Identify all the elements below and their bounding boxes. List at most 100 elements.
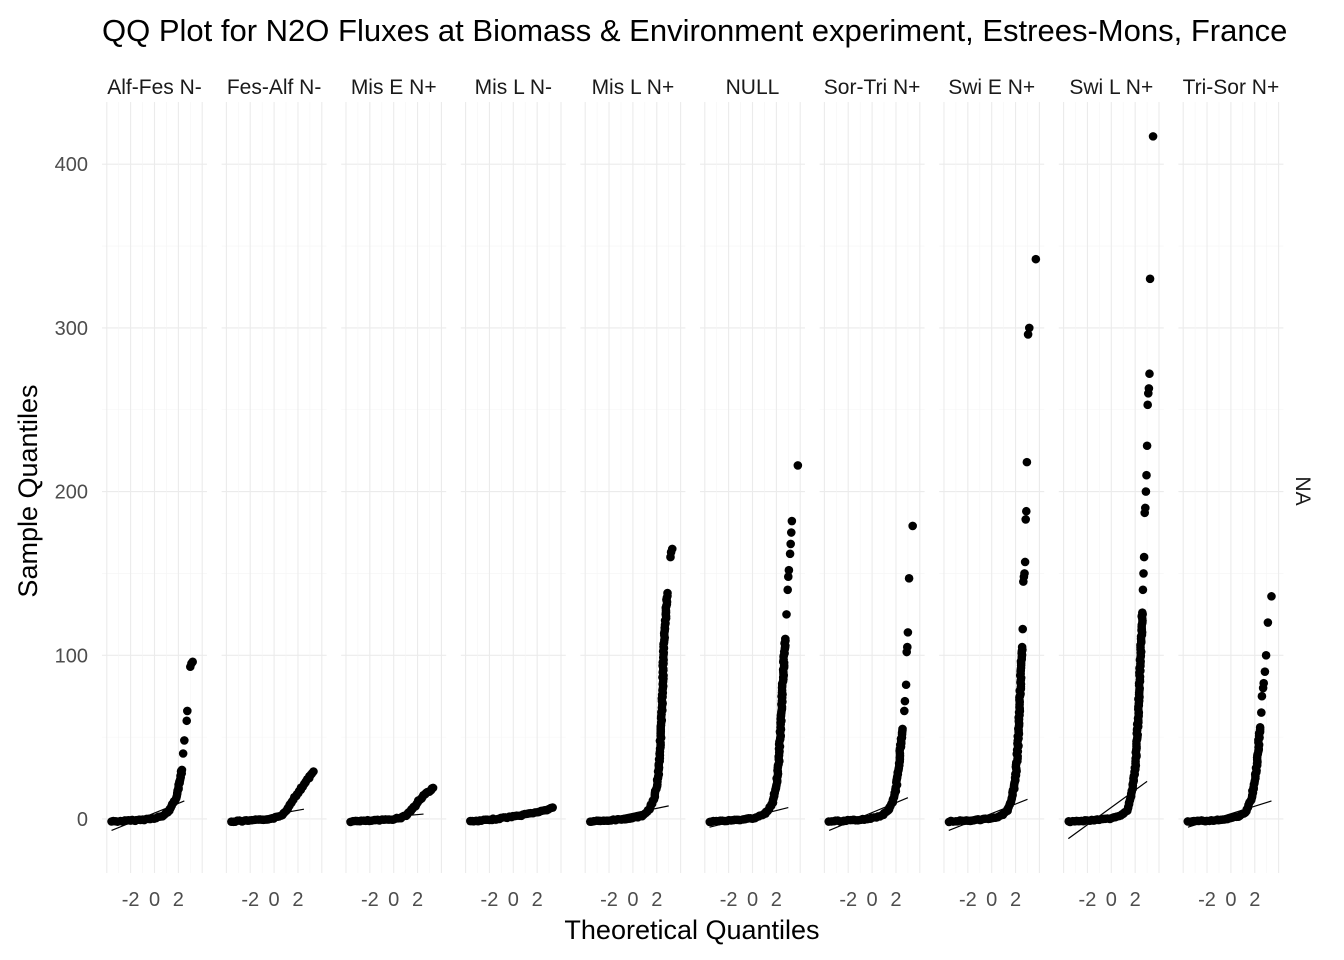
outlier-point [1022, 457, 1032, 467]
data-point [781, 634, 790, 644]
outlier-point [1142, 470, 1151, 480]
x-tick-label: 0 [508, 889, 519, 911]
outlier-point [903, 628, 913, 637]
x-tick-label: 2 [412, 889, 423, 911]
x-tick-label: -2 [481, 889, 499, 911]
outlier-point [1141, 487, 1151, 496]
facet-strip-label: Mis L N+ [592, 76, 675, 99]
outlier-point [1144, 384, 1154, 393]
outlier-point [182, 716, 192, 726]
x-tick-label: 2 [1130, 889, 1141, 911]
outlier-point [188, 657, 197, 667]
facet-strip-label: Sor-Tri N+ [824, 76, 921, 99]
outlier-point [1139, 569, 1148, 578]
x-tick-label: 2 [532, 889, 543, 911]
outlier-point [1018, 624, 1028, 634]
outlier-point [784, 565, 794, 575]
x-tick-label: 0 [627, 889, 638, 911]
y-tick-label: 300 [55, 318, 88, 340]
outlier-point [902, 642, 912, 652]
outlier-point [1024, 323, 1034, 333]
x-tick-label: -2 [1198, 889, 1216, 911]
row-strip-label: NA [1291, 476, 1314, 505]
data-point [898, 724, 907, 734]
outlier-point [1148, 132, 1158, 141]
x-tick-label: 0 [1225, 889, 1236, 911]
facet-panel: Sor-Tri N+ -2 0 2 [819, 76, 925, 911]
outlier-point [793, 461, 803, 470]
x-tick-label: 2 [651, 889, 662, 911]
outlier-point [1021, 515, 1031, 524]
facet-strip-label: Tri-Sor N+ [1183, 76, 1280, 99]
facet-panel: Mis L N+ -2 0 2 [580, 76, 686, 911]
facet-panel: Mis E N+ -2 0 2 [341, 76, 447, 911]
outlier-point [1257, 691, 1267, 701]
outlier-point [900, 696, 910, 706]
x-tick-label: 2 [771, 889, 782, 911]
outlier-point [901, 680, 911, 690]
x-tick-label: 2 [173, 889, 184, 911]
outlier-point [1145, 369, 1154, 379]
y-axis-title: Sample Quantiles [13, 384, 43, 597]
facet-strip-label: Alf-Fes N- [107, 76, 202, 99]
outlier-point [1138, 585, 1148, 595]
outlier-point [1031, 254, 1041, 264]
x-axis-title: Theoretical Quantiles [564, 915, 819, 945]
x-tick-label: -2 [720, 889, 738, 911]
outlier-point [786, 528, 796, 537]
outlier-point [1139, 552, 1149, 562]
facet-strip-label: Fes-Alf N- [227, 76, 322, 99]
outlier-point [783, 572, 793, 582]
y-tick-label: 0 [77, 809, 88, 831]
facet-strip-label: Swi L N+ [1069, 76, 1153, 99]
outlier-point [178, 749, 188, 758]
chart-title: QQ Plot for N2O Fluxes at Biomass & Envi… [102, 13, 1287, 48]
x-tick-label: 0 [269, 889, 280, 911]
outlier-point [783, 585, 792, 595]
outlier-point [1020, 557, 1030, 567]
data-point [548, 803, 557, 812]
y-tick-label: 200 [55, 482, 88, 504]
facet-panel: Alf-Fes N- -2 0 2 [102, 76, 207, 911]
outlier-point [786, 539, 795, 549]
outlier-point [1142, 441, 1152, 451]
x-tick-label: -2 [1079, 889, 1097, 911]
x-tick-label: 0 [867, 889, 878, 911]
x-tick-label: 2 [1249, 889, 1260, 911]
outlier-point [1260, 667, 1270, 676]
facet-panel: Swi L N+ -2 0 2 [1058, 76, 1164, 911]
data-point [177, 765, 187, 775]
facet-panel: Swi E N+ -2 0 2 [939, 76, 1045, 911]
x-tick-label: -2 [600, 889, 618, 911]
outlier-point [1022, 506, 1031, 516]
outlier-point [180, 736, 189, 745]
outlier-point [1257, 708, 1266, 717]
outlier-point [1023, 330, 1033, 339]
outlier-point [1263, 618, 1273, 627]
x-tick-label: 2 [890, 889, 901, 911]
data-point [663, 588, 672, 598]
data-point [1255, 723, 1265, 732]
data-point [309, 767, 318, 776]
outlier-point [183, 706, 192, 716]
x-tick-label: 0 [986, 889, 997, 911]
data-point [1017, 642, 1027, 652]
y-tick-label: 400 [55, 154, 88, 176]
x-tick-label: -2 [959, 889, 977, 911]
outlier-point [1261, 650, 1271, 660]
y-tick-label: 100 [55, 645, 88, 667]
x-tick-label: 2 [1010, 889, 1021, 911]
x-tick-label: 0 [1106, 889, 1117, 911]
x-tick-label: -2 [122, 889, 140, 911]
facet-strip-label: Mis E N+ [351, 76, 437, 99]
outlier-point [1267, 592, 1276, 601]
facet-panel: NULL -2 0 2 [700, 76, 805, 911]
data-point [1138, 608, 1147, 618]
facet-panel: Tri-Sor N+ -2 0 2 [1178, 76, 1284, 911]
facet-panel: Fes-Alf N- -2 0 2 [221, 76, 327, 911]
outlier-point [1141, 503, 1150, 513]
outlier-point [1143, 400, 1152, 410]
x-tick-label: 0 [388, 889, 399, 911]
